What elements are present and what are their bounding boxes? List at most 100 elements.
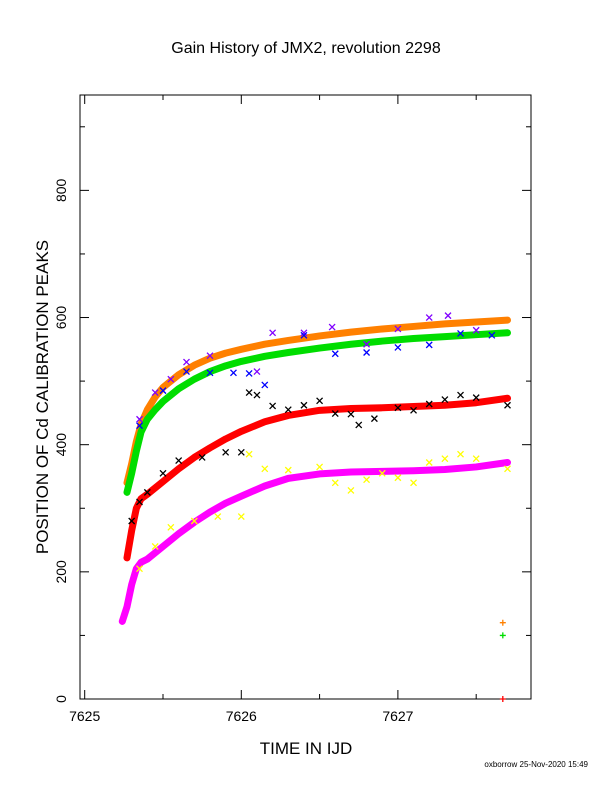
data-point xyxy=(347,469,354,476)
data-point xyxy=(133,448,140,455)
data-series xyxy=(118,312,512,625)
data-point xyxy=(159,387,167,395)
data-point xyxy=(410,467,417,474)
data-point xyxy=(237,448,245,456)
data-point xyxy=(410,406,418,414)
data-point xyxy=(206,444,213,451)
data-point xyxy=(175,371,182,378)
data-point xyxy=(222,448,230,456)
data-point xyxy=(128,581,135,588)
chart-title: Gain History of JMX2, revolution 2298 xyxy=(171,40,441,57)
y-tick-label: 600 xyxy=(53,306,69,330)
data-point xyxy=(363,476,371,484)
axis-ticks: 7625 7626 7627 0 200 400 600 800 xyxy=(53,95,531,724)
data-point xyxy=(128,527,135,534)
data-point xyxy=(331,479,339,487)
data-point xyxy=(331,350,339,358)
data-point xyxy=(285,337,292,344)
series-7 xyxy=(136,450,511,573)
data-point xyxy=(363,349,371,356)
data-point xyxy=(214,513,222,520)
y-tick-label: 800 xyxy=(53,178,69,202)
series-3 xyxy=(118,458,512,625)
data-point xyxy=(191,362,198,369)
data-point xyxy=(316,407,323,414)
data-point xyxy=(136,565,143,573)
data-point xyxy=(410,335,417,342)
data-point xyxy=(183,368,190,376)
data-point xyxy=(504,401,511,409)
data-point xyxy=(128,470,135,477)
data-point xyxy=(473,331,480,338)
data-point xyxy=(488,331,496,339)
data-point xyxy=(504,329,511,336)
data-point xyxy=(457,450,464,458)
data-point xyxy=(261,341,268,348)
data-point xyxy=(425,459,433,466)
data-point xyxy=(410,403,417,410)
annotation-marker xyxy=(499,619,506,626)
data-point xyxy=(222,350,229,357)
data-point xyxy=(269,329,277,337)
data-point xyxy=(285,475,292,482)
data-point xyxy=(144,416,151,423)
data-point xyxy=(316,332,323,339)
series-1 xyxy=(123,329,512,496)
data-point xyxy=(363,340,371,348)
data-point xyxy=(300,329,308,337)
data-point xyxy=(347,341,354,348)
series-2 xyxy=(123,394,512,562)
data-point xyxy=(300,331,308,339)
data-point xyxy=(379,404,386,411)
data-point xyxy=(237,513,245,520)
series-line xyxy=(123,394,512,562)
data-point xyxy=(175,530,182,537)
data-point xyxy=(133,565,140,572)
data-point xyxy=(472,455,480,463)
data-point xyxy=(473,399,480,406)
data-point xyxy=(394,404,402,412)
data-point xyxy=(347,329,354,336)
data-point xyxy=(284,406,292,414)
data-point xyxy=(245,370,253,377)
data-point xyxy=(441,333,448,340)
data-point xyxy=(152,406,159,413)
data-point xyxy=(136,422,143,430)
data-point xyxy=(222,435,229,442)
data-point xyxy=(238,346,245,353)
data-point xyxy=(378,469,386,477)
data-point xyxy=(238,428,245,435)
data-point xyxy=(159,384,166,391)
data-point xyxy=(300,401,308,409)
data-point xyxy=(167,523,175,531)
data-point xyxy=(167,375,175,383)
data-point xyxy=(238,358,245,365)
data-point xyxy=(261,381,269,389)
series-6 xyxy=(128,389,511,525)
data-point xyxy=(269,402,277,410)
data-point xyxy=(175,465,182,472)
data-point xyxy=(191,376,198,383)
data-point xyxy=(394,474,402,482)
data-point xyxy=(230,369,237,377)
data-point xyxy=(504,395,511,402)
data-point xyxy=(425,314,433,321)
data-point xyxy=(261,353,268,360)
data-point xyxy=(206,369,214,377)
data-point xyxy=(504,317,511,324)
x-tick-label: 7627 xyxy=(382,708,413,724)
data-point xyxy=(394,343,402,351)
data-point xyxy=(123,554,130,561)
series-line xyxy=(118,458,512,625)
data-point xyxy=(473,318,480,325)
data-point xyxy=(504,459,511,466)
data-point xyxy=(472,326,480,334)
data-point xyxy=(245,389,253,397)
data-point xyxy=(472,394,480,402)
y-tick-label: 400 xyxy=(53,433,69,457)
data-point xyxy=(206,509,213,516)
data-point xyxy=(331,410,339,417)
data-point xyxy=(457,329,464,337)
data-point xyxy=(316,345,323,352)
data-point xyxy=(123,489,130,496)
